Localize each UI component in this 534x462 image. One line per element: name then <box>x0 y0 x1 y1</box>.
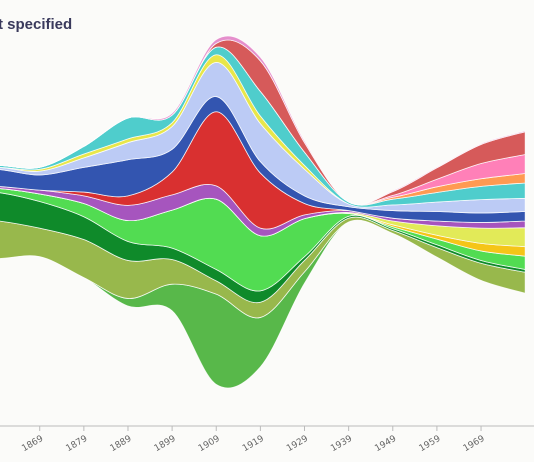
x-tick-label-1949: 1949 <box>373 434 398 454</box>
x-tick-label-1879: 1879 <box>65 434 90 454</box>
x-tick-label-1969: 1969 <box>462 434 487 454</box>
stream-layers <box>0 35 526 389</box>
x-tick-label-1959: 1959 <box>418 434 443 454</box>
chart-title: t specified <box>0 16 72 33</box>
x-tick-label-1939: 1939 <box>329 434 354 454</box>
x-tick-label-1919: 1919 <box>241 434 266 454</box>
x-tick-label-1909: 1909 <box>197 434 222 454</box>
x-tick-label-1899: 1899 <box>153 434 178 454</box>
x-tick-label-1889: 1889 <box>109 434 134 454</box>
x-tick-label-1929: 1929 <box>285 434 310 454</box>
stream-layer-16 <box>0 35 526 206</box>
x-tick-label-1869: 1869 <box>20 434 45 454</box>
x-axis-ticks: 1869 1879 1889 1899 1909 1919 1929 1939 1949 1959… <box>20 426 487 454</box>
